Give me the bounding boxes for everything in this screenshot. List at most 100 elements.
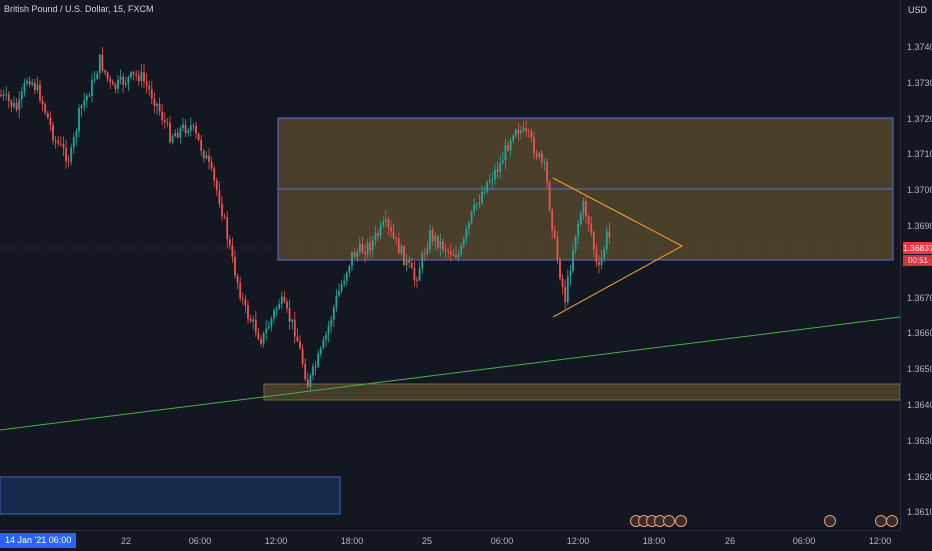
candle-body [75,131,78,138]
candle-body [275,308,278,311]
candle-body [525,127,528,132]
price-axis[interactable]: USD 1.37400 1.37300 1.37200 1.37100 1.37000 1… [900,0,932,530]
candle-body [200,139,203,151]
candle-body [397,238,400,254]
candle-body [322,339,325,349]
candle-body [509,140,512,151]
candle-body [226,217,229,240]
candle-body [119,76,122,80]
candle-body [192,125,195,127]
candle-body [369,242,372,251]
candle-body [309,375,312,387]
candle-body [330,319,333,326]
candle-body [54,140,57,142]
candle-body [343,280,346,285]
event-badge[interactable] [824,515,836,527]
candle-body [382,221,385,226]
candle-body [475,204,478,206]
candle-body [327,325,330,335]
candle-body [0,95,2,96]
candle-body [434,235,437,242]
candle-body [540,153,543,163]
candle-body [62,144,65,148]
candle-body [499,163,502,172]
candle-body [88,95,91,97]
time-axis[interactable]: 22 06:00 12:00 18:00 25 06:00 12:00 18:00 26 06:0… [0,530,900,551]
candle-body [78,108,80,132]
candle-body [483,191,486,193]
candle-body [249,318,252,322]
candle-body [109,78,112,82]
chart-title: British Pound / U.S. Dollar, 15, FXCM [4,4,154,14]
price-tick-label: 1.36500 [907,364,932,375]
chart-svg[interactable] [0,0,901,530]
candle-body [39,84,41,101]
time-tick-label: 06:00 [188,536,212,546]
candle-body [426,249,429,255]
candle-body [117,79,119,90]
event-badge[interactable] [675,515,687,527]
time-tick-label: 12:00 [264,536,288,546]
candle-body [228,239,231,246]
candle-body [44,104,47,113]
candle-body [395,237,398,239]
triangle-pattern[interactable] [552,177,684,318]
candle-body [520,130,522,134]
candle-body [470,211,473,223]
candle-body [392,231,395,238]
candle-body [364,252,366,255]
current-price-label: 1.36837 [903,242,932,254]
candle-body [127,76,130,83]
candle-body [460,246,463,254]
candle-body [179,128,182,138]
candle-body [442,241,444,250]
candle-body [431,230,434,242]
candle-body [130,72,132,77]
candle-body [522,127,525,131]
candle-body [13,102,15,107]
price-tick-label: 1.37300 [907,77,932,88]
blue-rectangle-drawing[interactable] [0,476,341,515]
candle-body [416,279,418,281]
candle-body [205,155,208,159]
candle-body [254,319,257,333]
candle-body [36,84,39,91]
candle-body [158,103,161,112]
candle-body [374,233,377,241]
time-tick-label: 18:00 [642,536,666,546]
candle-body [296,336,299,342]
candle-body [533,137,535,154]
candle-body [319,348,322,354]
candle-body [546,161,548,183]
candle-body [387,219,390,228]
chart-canvas[interactable]: British Pound / U.S. Dollar, 15, FXCM [0,0,901,530]
candle-body [400,246,403,254]
candle-body [65,147,67,162]
candle-body [421,253,424,269]
candle-body [41,100,44,105]
candle-body [145,81,148,86]
candle-body [603,249,606,258]
event-badge[interactable] [663,515,675,527]
candle-body [15,102,18,110]
candle-body [236,275,239,283]
candle-body [137,75,140,82]
candle-body [494,169,496,180]
price-tick-label: 1.36300 [907,435,932,446]
candle-body [182,124,184,129]
green-trendline[interactable] [0,316,901,431]
candle-body [306,379,309,387]
crosshair-time-label: 14 Jan '21 06:00 [0,533,77,548]
candle-body [496,169,499,172]
candle-body [59,143,62,145]
candle-body [439,241,442,248]
candle-body [605,231,608,250]
candle-body [598,262,600,265]
candle-body [299,341,301,349]
event-badge[interactable] [886,515,898,527]
candle-body [517,129,520,134]
candle-body [535,153,538,157]
candle-body [436,235,439,248]
price-tick-label: 1.36400 [907,400,932,410]
lower-support-zone[interactable] [263,383,901,401]
